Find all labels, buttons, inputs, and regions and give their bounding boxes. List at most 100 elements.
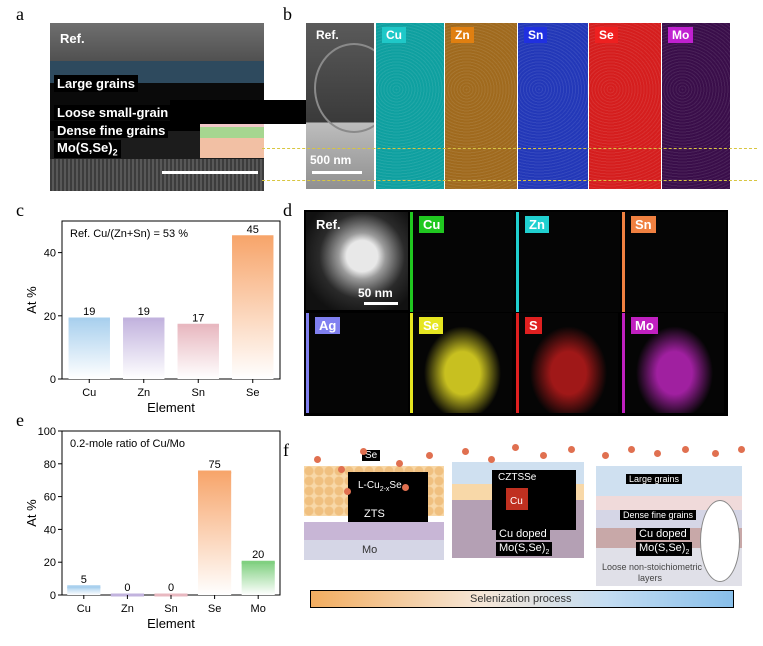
element-tag-ag: Ag: [315, 317, 341, 334]
scale-bar: [162, 171, 258, 174]
y-tick-label: 60: [44, 492, 56, 504]
x-tick-label: Mo: [251, 603, 266, 615]
y-tick-label: 20: [44, 557, 56, 569]
bar-value-label: 5: [81, 574, 87, 586]
y-axis-label: At %: [24, 499, 39, 527]
se-particle: [488, 456, 495, 463]
scale-bar: [364, 302, 398, 305]
dashed-guide-bottom: [262, 180, 757, 181]
y-tick-label: 100: [38, 426, 56, 438]
panel-label-c: c: [16, 200, 24, 220]
se-particle: [682, 446, 689, 453]
scale-label: 500 nm: [310, 153, 352, 167]
bar-value-label: 0: [168, 582, 174, 594]
y-tick-label: 0: [50, 590, 56, 602]
panel-label-e: e: [16, 410, 24, 430]
tem-image-ref: Ref. 500 nm: [306, 23, 374, 189]
se-particle: [360, 448, 367, 455]
loose-layers-label: Loose non-stoichiometric: [602, 562, 703, 572]
plot-frame: [61, 220, 281, 380]
eds-map-cu: Cu: [376, 23, 444, 189]
bar-se: [198, 472, 232, 595]
layer-label-large-grains: Large grains: [54, 75, 139, 92]
selenization-process-arrow: [310, 590, 734, 608]
x-tick-label: Sn: [192, 387, 205, 399]
schematic-stage-1: Se L-Cu2-xSe ZTS Mo: [304, 442, 444, 560]
schematic-stage-2: CZTSSe Cu Cu doped Mo(S,Se)2: [452, 462, 584, 558]
bar-cu: [68, 318, 110, 379]
chart-annotation: Ref. Cu/(Zn+Sn) = 53 %: [70, 228, 188, 240]
se-particle: [602, 452, 609, 459]
element-tag-mo: Mo: [631, 317, 658, 334]
layer-label-dense-fine-grains: Dense fine grains: [54, 123, 169, 138]
se-particle: [338, 466, 345, 473]
panel-label-a: a: [16, 4, 24, 24]
element-tag-cu: Cu: [382, 27, 406, 43]
eds-map-sn: Sn: [518, 23, 588, 189]
schematic-stage-3: Large grains Dense fine grains Cu doped …: [596, 466, 742, 586]
mo-label: Mo: [362, 544, 378, 556]
loose-layers-label-2: layers: [638, 573, 663, 583]
x-tick-label: Cu: [77, 603, 91, 615]
x-axis-label: Element: [147, 400, 195, 415]
bar-value-label: 19: [138, 306, 150, 318]
se-particle: [628, 446, 635, 453]
mosse2-label: Mo(S,Se)2: [636, 542, 693, 557]
y-tick-label: 80: [44, 459, 56, 471]
stem-map-ag: Ag: [306, 313, 408, 413]
element-tag-cu: Cu: [419, 216, 445, 233]
stem-map-cu: Cu: [410, 212, 514, 312]
cu-label: Cu: [510, 496, 523, 507]
eds-map-se: Se: [589, 23, 661, 189]
element-tag-mo: Mo: [668, 27, 694, 43]
ref-label: Ref.: [60, 31, 85, 46]
se-particle: [396, 460, 403, 467]
y-tick-label: 40: [44, 248, 56, 260]
x-tick-label: Zn: [137, 387, 150, 399]
dashed-guide-top: [262, 148, 757, 149]
stem-image-ref: Ref. 50 nm: [306, 212, 408, 310]
scale-bar: [312, 171, 362, 174]
scale-label: 50 nm: [358, 286, 393, 300]
bar-mo: [241, 562, 275, 595]
se-particle: [568, 446, 575, 453]
selenization-process-label: Selenization process: [470, 593, 572, 605]
bar-value-label: 17: [192, 312, 204, 324]
panel-label-d: d: [283, 200, 292, 220]
se-label: Se: [362, 450, 381, 461]
lcu-label: L-Cu2-xSe: [358, 480, 402, 493]
x-tick-label: Se: [208, 603, 221, 615]
x-tick-label: Cu: [82, 387, 96, 399]
stem-map-sn: Sn: [622, 212, 726, 312]
stem-map-zn: Zn: [516, 212, 620, 312]
bar-value-label: 19: [83, 306, 95, 318]
se-particle: [738, 446, 745, 453]
element-tag-zn: Zn: [525, 216, 549, 233]
x-tick-label: Sn: [164, 603, 177, 615]
panel-label-f: f: [283, 440, 289, 460]
large-grains-label: Large grains: [626, 474, 683, 484]
element-tag-zn: Zn: [451, 27, 474, 43]
element-tag-se: Se: [595, 27, 618, 43]
element-tag-sn: Sn: [631, 216, 656, 233]
bar-zn: [123, 318, 165, 379]
y-tick-label: 20: [44, 311, 56, 323]
bar-value-label: 20: [252, 549, 264, 561]
se-particle: [462, 448, 469, 455]
stem-map-s: S: [516, 313, 618, 413]
mosse2-label: Mo(S,Se)2: [496, 542, 553, 557]
se-particle: [512, 444, 519, 451]
y-tick-label: 40: [44, 524, 56, 536]
se-particle: [314, 456, 321, 463]
ref-label: Ref.: [316, 217, 341, 232]
se-particle: [540, 452, 547, 459]
chart-annotation: 0.2-mole ratio of Cu/Mo: [70, 438, 185, 450]
stem-map-mo: Mo: [622, 313, 724, 413]
se-particle: [344, 488, 351, 495]
dense-fine-grains-label: Dense fine grains: [620, 510, 697, 520]
bar-value-label: 0: [124, 582, 130, 594]
eds-map-zn: Zn: [445, 23, 517, 189]
bar-sn: [177, 325, 219, 379]
bar-cu: [67, 586, 101, 595]
bar-se: [232, 236, 274, 379]
